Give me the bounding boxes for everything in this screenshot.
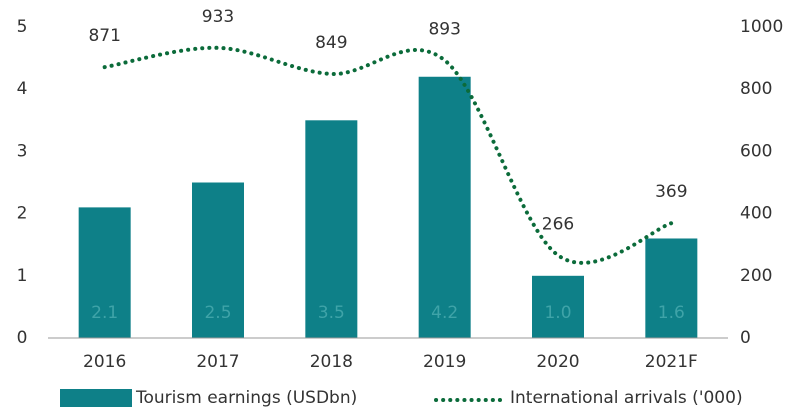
bar — [532, 275, 584, 338]
bar — [418, 76, 471, 338]
x-tick-label: 2021F — [645, 352, 698, 372]
y2-tick-label: 0 — [740, 328, 751, 348]
y2-tick-label: 400 — [740, 204, 772, 224]
y2-tick-label: 800 — [740, 79, 772, 99]
bar — [645, 238, 698, 338]
y-tick-label: 4 — [17, 79, 28, 99]
bar-value-label: 4.2 — [431, 303, 458, 323]
x-tick-label: 2017 — [196, 352, 239, 372]
line — [102, 45, 674, 265]
x-tick-label: 2019 — [423, 352, 466, 372]
legend-label: International arrivals ('000) — [510, 388, 743, 408]
line-value-label: 871 — [88, 26, 120, 46]
line-value-label: 369 — [655, 182, 687, 202]
bar-value-label: 1.6 — [658, 303, 685, 323]
y2-tick-label: 1000 — [740, 17, 783, 37]
bar — [192, 182, 244, 338]
line-value-label: 266 — [542, 214, 574, 234]
x-tick-label: 2018 — [310, 352, 353, 372]
bar-value-label: 2.5 — [204, 303, 231, 323]
legend-swatch — [60, 389, 132, 407]
y-tick-label: 5 — [17, 17, 28, 37]
y-tick-label: 0 — [17, 328, 28, 348]
bar-value-label: 2.1 — [91, 303, 118, 323]
y-tick-label: 2 — [17, 204, 28, 224]
bar-value-label: 3.5 — [318, 303, 345, 323]
line-value-label: 893 — [428, 19, 460, 39]
bar — [78, 207, 131, 338]
y-tick-label: 3 — [17, 141, 28, 161]
bar — [305, 120, 358, 338]
x-tick-label: 2016 — [83, 352, 126, 372]
y-tick-label: 1 — [17, 266, 28, 286]
line-value-label: 933 — [202, 7, 234, 27]
line-value-label: 849 — [315, 33, 347, 53]
y2-tick-label: 200 — [740, 266, 772, 286]
y2-tick-label: 600 — [740, 141, 772, 161]
legend-label: Tourism earnings (USDbn) — [135, 388, 357, 408]
x-tick-label: 2020 — [536, 352, 579, 372]
bar-value-label: 1.0 — [544, 303, 571, 323]
